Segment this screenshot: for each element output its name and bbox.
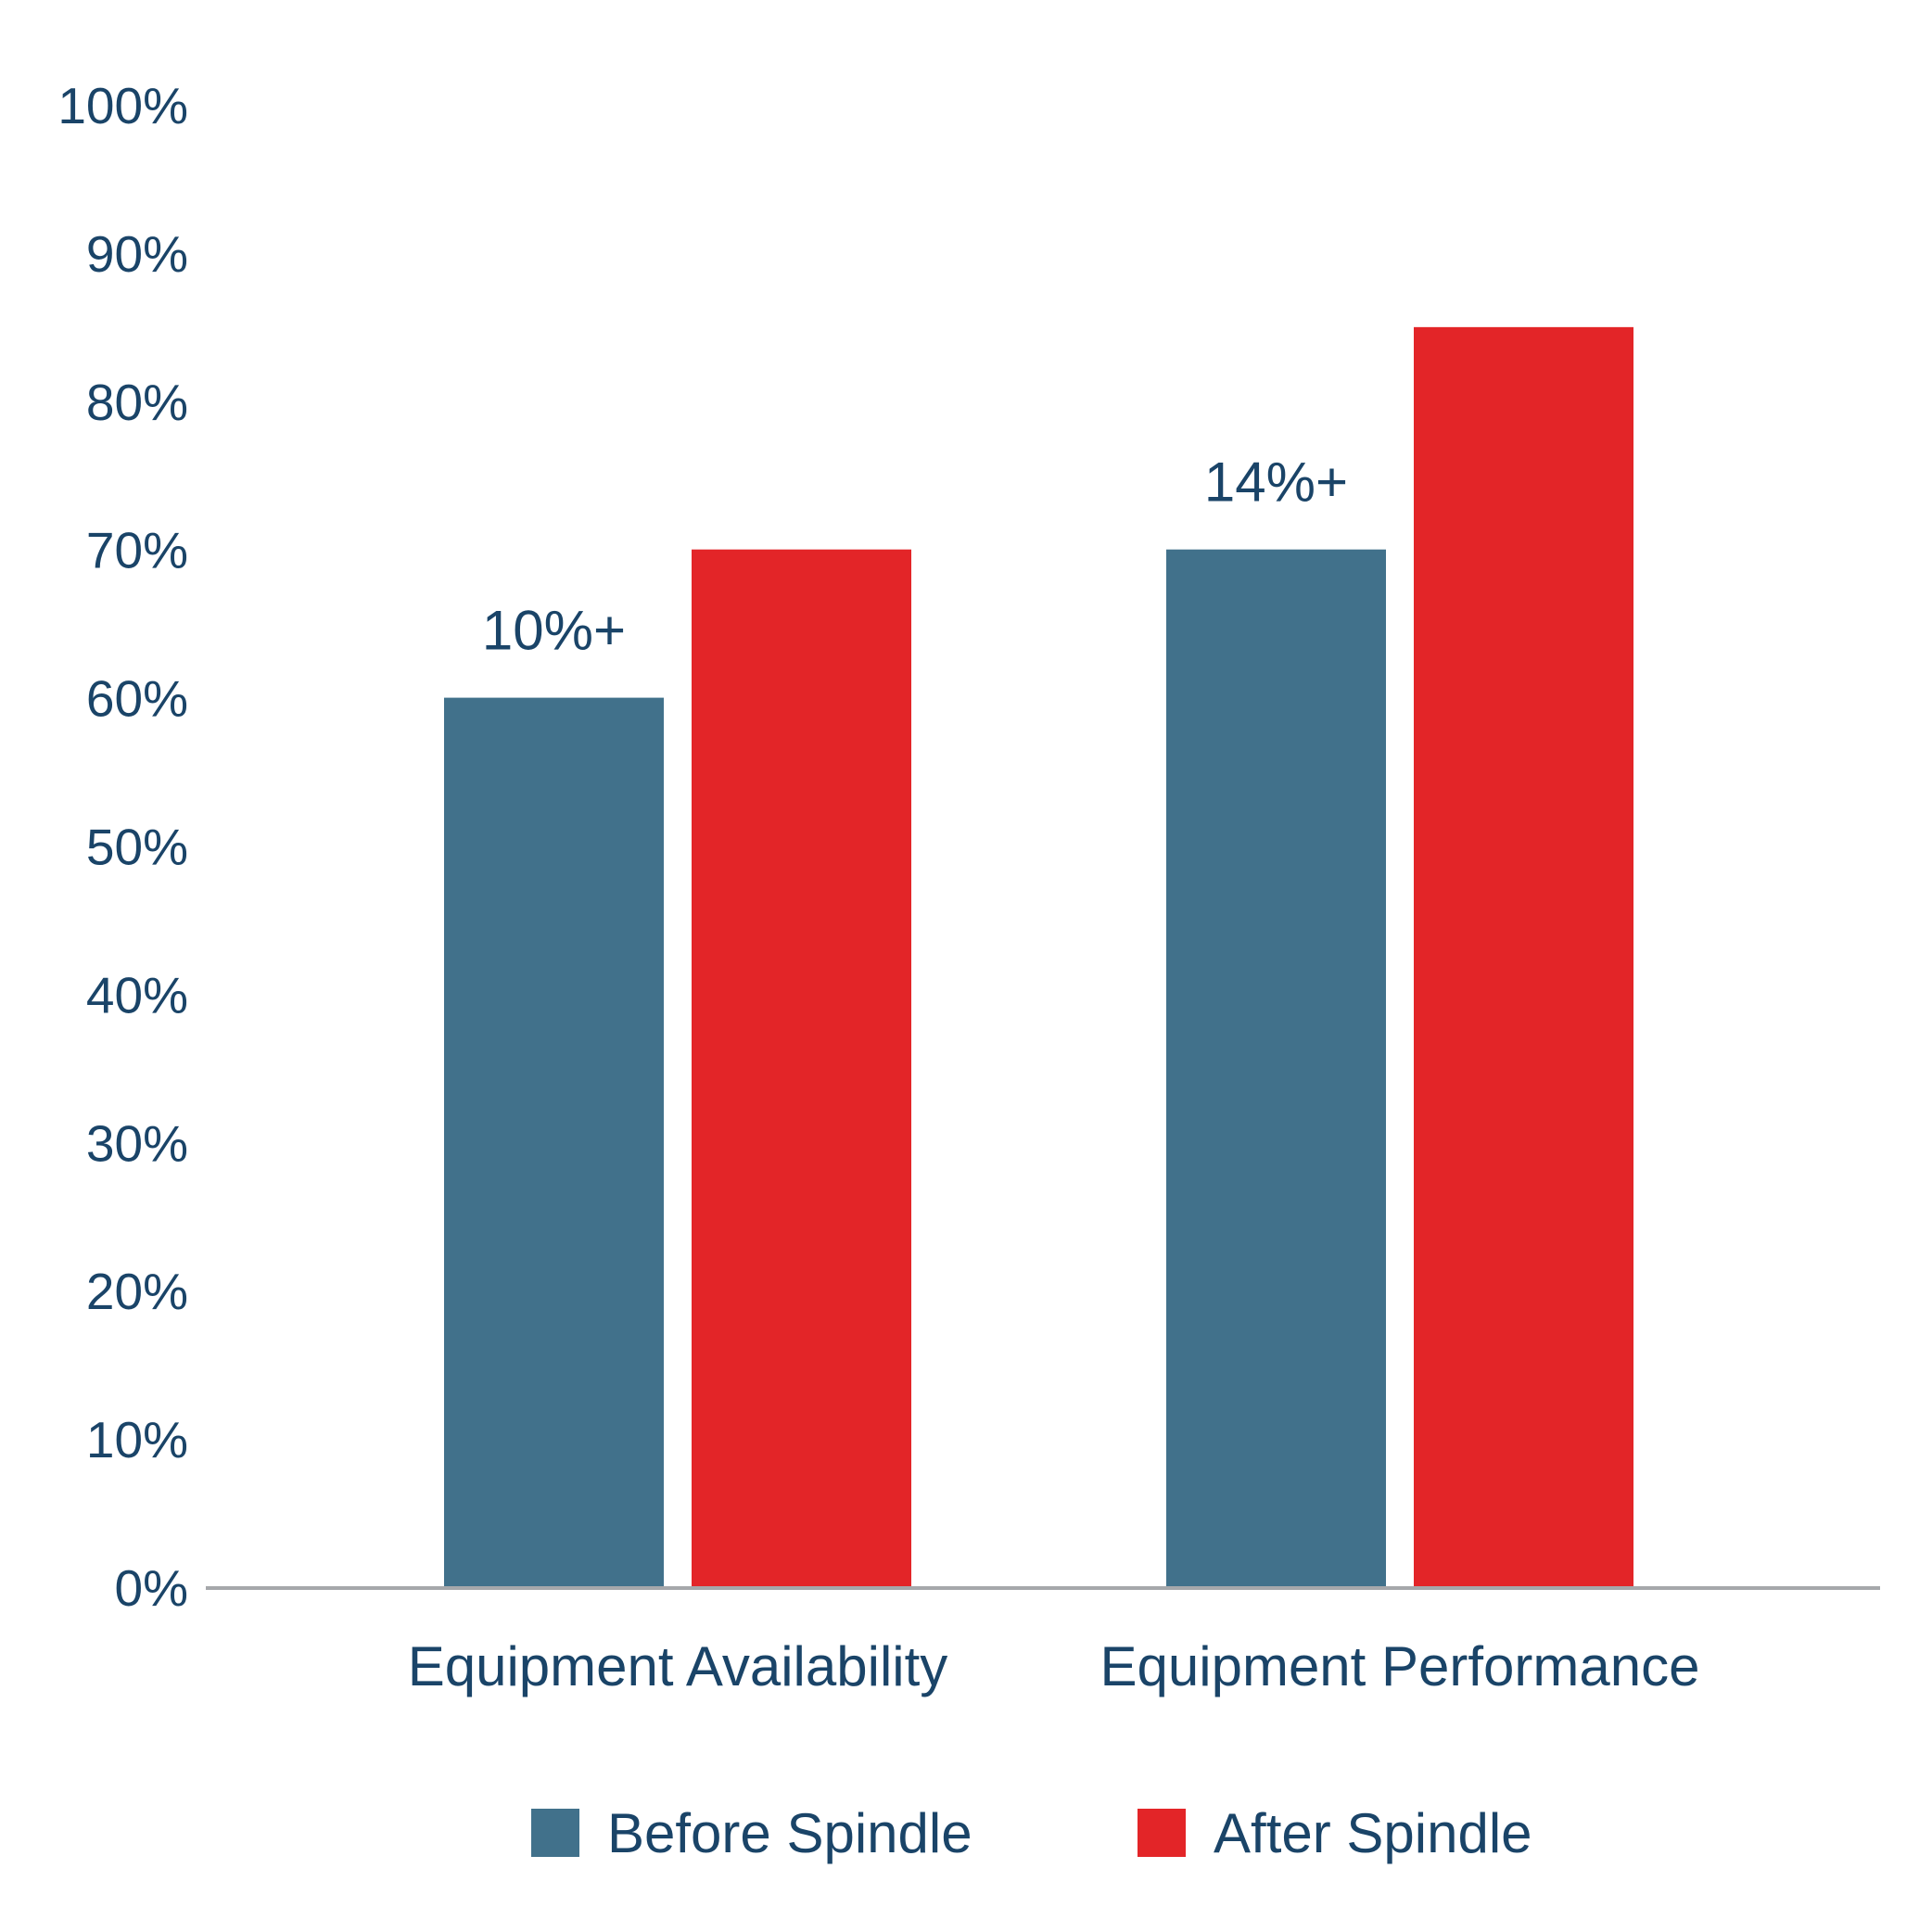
y-tick-label: 50%	[86, 819, 188, 876]
y-tick-label: 30%	[86, 1114, 188, 1172]
x-category-label: Equipment Performance	[1100, 1635, 1700, 1697]
x-axis-categories: Equipment Availability Equipment Performa…	[408, 1635, 1700, 1697]
legend-swatch	[531, 1809, 579, 1857]
y-tick-label: 70%	[86, 522, 188, 579]
y-tick-label: 40%	[86, 966, 188, 1023]
y-tick-label: 0%	[115, 1559, 189, 1617]
y-tick-label: 80%	[86, 374, 188, 431]
bar-before-spindle-1	[444, 697, 664, 1587]
y-tick-label: 20%	[86, 1263, 188, 1320]
bar-annotation: 10%+	[482, 600, 626, 662]
bar-after-spindle-2	[1414, 326, 1633, 1588]
legend-item: After Spindle	[1138, 1802, 1532, 1864]
y-tick-label: 90%	[86, 225, 188, 283]
x-category-label: Equipment Availability	[408, 1635, 948, 1697]
bars	[444, 326, 1633, 1588]
legend-label: Before Spindle	[607, 1802, 972, 1864]
y-axis-ticks: 0% 10% 20% 30% 40% 50% 60% 70% 80% 90% 100%	[57, 77, 188, 1617]
bar-before-spindle-2	[1166, 549, 1386, 1588]
legend-label: After Spindle	[1214, 1802, 1532, 1864]
legend-item: Before Spindle	[531, 1802, 972, 1864]
legend: Before Spindle After Spindle	[531, 1802, 1532, 1864]
y-tick-label: 60%	[86, 670, 188, 728]
bar-annotation: 14%+	[1204, 451, 1348, 514]
legend-swatch	[1138, 1809, 1186, 1857]
y-tick-label: 100%	[57, 77, 188, 134]
bar-after-spindle-1	[692, 549, 911, 1588]
bar-annotations: 10%+ 14%+	[482, 451, 1348, 662]
y-tick-label: 10%	[86, 1411, 188, 1468]
